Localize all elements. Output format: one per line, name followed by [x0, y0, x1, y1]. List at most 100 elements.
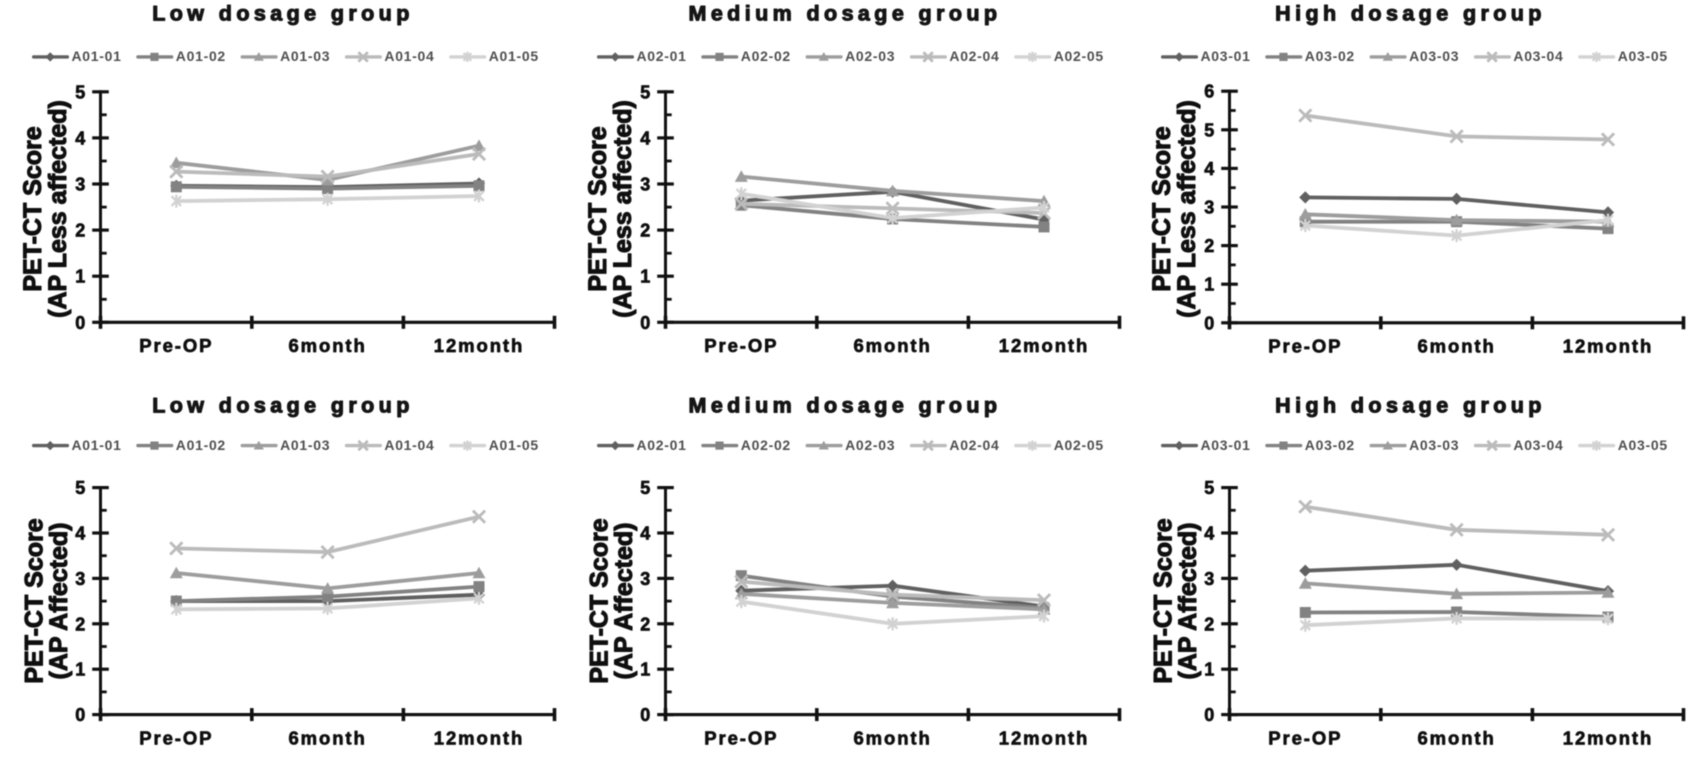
- svg-text:A01-04: A01-04: [384, 48, 434, 64]
- svg-text:A03-05: A03-05: [1618, 48, 1668, 64]
- svg-text:2: 2: [75, 221, 85, 241]
- svg-text:PET-CT Score: PET-CT Score: [21, 518, 49, 683]
- svg-text:A03-01: A03-01: [1201, 48, 1251, 64]
- svg-text:Pre-OP: Pre-OP: [139, 727, 213, 748]
- svg-text:Pre-OP: Pre-OP: [704, 335, 778, 356]
- svg-text:Medium dosage group: Medium dosage group: [689, 394, 1002, 418]
- svg-text:High dosage group: High dosage group: [1275, 2, 1546, 26]
- svg-text:PET-CT Score: PET-CT Score: [584, 126, 612, 291]
- svg-text:3: 3: [1204, 198, 1214, 218]
- svg-text:0: 0: [1204, 313, 1214, 333]
- svg-text:A01-05: A01-05: [489, 48, 539, 64]
- svg-text:A01-05: A01-05: [489, 437, 539, 453]
- svg-text:A03-05: A03-05: [1618, 437, 1668, 453]
- svg-text:2: 2: [1204, 614, 1214, 634]
- svg-text:6month: 6month: [853, 727, 931, 748]
- svg-text:0: 0: [1204, 705, 1214, 725]
- svg-text:A01-03: A01-03: [280, 48, 330, 64]
- svg-text:1: 1: [640, 660, 650, 680]
- svg-text:A01-02: A01-02: [176, 437, 226, 453]
- svg-text:A02-03: A02-03: [845, 48, 895, 64]
- svg-text:A03-02: A03-02: [1305, 437, 1355, 453]
- svg-text:12month: 12month: [1563, 336, 1653, 357]
- svg-text:3: 3: [640, 175, 650, 195]
- svg-text:0: 0: [75, 705, 85, 725]
- svg-text:4: 4: [640, 128, 650, 148]
- svg-text:5: 5: [640, 478, 650, 498]
- svg-text:12month: 12month: [1563, 727, 1653, 748]
- svg-text:PET-CT Score: PET-CT Score: [1148, 126, 1176, 291]
- svg-text:A02-05: A02-05: [1054, 48, 1104, 64]
- svg-text:6month: 6month: [288, 727, 366, 748]
- svg-text:12month: 12month: [434, 727, 524, 748]
- svg-text:3: 3: [75, 175, 85, 195]
- svg-text:1: 1: [75, 660, 85, 680]
- svg-text:2: 2: [75, 614, 85, 634]
- svg-text:6month: 6month: [1417, 727, 1495, 748]
- svg-text:Pre-OP: Pre-OP: [139, 335, 213, 356]
- svg-text:Low dosage group: Low dosage group: [152, 394, 414, 418]
- svg-text:1: 1: [1204, 660, 1214, 680]
- svg-text:5: 5: [75, 478, 85, 498]
- svg-text:0: 0: [75, 313, 85, 333]
- svg-text:A02-05: A02-05: [1054, 437, 1104, 453]
- svg-text:2: 2: [1204, 236, 1214, 256]
- svg-text:A01-01: A01-01: [72, 48, 122, 64]
- svg-text:12month: 12month: [999, 727, 1089, 748]
- svg-text:PET-CT Score: PET-CT Score: [586, 518, 614, 683]
- svg-text:5: 5: [1204, 478, 1214, 498]
- svg-text:6month: 6month: [288, 335, 366, 356]
- svg-text:(AP Affected): (AP Affected): [45, 523, 73, 680]
- svg-text:(AP Less affected): (AP Less affected): [609, 100, 637, 318]
- svg-text:A02-02: A02-02: [741, 437, 791, 453]
- svg-text:1: 1: [75, 267, 85, 287]
- svg-text:(AP Less affected): (AP Less affected): [44, 100, 72, 318]
- svg-text:A01-01: A01-01: [72, 437, 122, 453]
- svg-text:A02-04: A02-04: [949, 437, 999, 453]
- svg-text:6month: 6month: [1417, 336, 1495, 357]
- svg-text:1: 1: [640, 267, 650, 287]
- svg-text:(AP Affected): (AP Affected): [1174, 523, 1202, 680]
- svg-text:3: 3: [640, 569, 650, 589]
- svg-text:4: 4: [640, 524, 650, 544]
- svg-text:PET-CT Score: PET-CT Score: [19, 126, 47, 291]
- svg-text:(AP Affected): (AP Affected): [610, 523, 638, 680]
- svg-text:A03-04: A03-04: [1513, 48, 1563, 64]
- svg-text:6month: 6month: [853, 335, 931, 356]
- svg-text:A01-03: A01-03: [280, 437, 330, 453]
- svg-text:12month: 12month: [999, 335, 1089, 356]
- svg-text:0: 0: [640, 313, 650, 333]
- svg-text:A03-01: A03-01: [1201, 437, 1251, 453]
- svg-text:4: 4: [1204, 159, 1214, 179]
- svg-text:A03-02: A03-02: [1305, 48, 1355, 64]
- svg-text:A02-03: A02-03: [845, 437, 895, 453]
- svg-text:High dosage group: High dosage group: [1275, 394, 1546, 418]
- svg-text:5: 5: [75, 82, 85, 102]
- svg-text:A01-02: A01-02: [176, 48, 226, 64]
- svg-text:A01-04: A01-04: [384, 437, 434, 453]
- svg-text:A02-01: A02-01: [637, 437, 687, 453]
- svg-text:2: 2: [640, 614, 650, 634]
- svg-text:Pre-OP: Pre-OP: [1268, 727, 1342, 748]
- svg-text:12month: 12month: [434, 335, 524, 356]
- svg-text:Low dosage group: Low dosage group: [152, 2, 414, 26]
- svg-text:Pre-OP: Pre-OP: [1268, 336, 1342, 357]
- svg-text:5: 5: [1204, 120, 1214, 140]
- svg-text:3: 3: [1204, 569, 1214, 589]
- svg-text:(AP Less affected): (AP Less affected): [1173, 100, 1201, 318]
- svg-text:PET-CT Score: PET-CT Score: [1150, 518, 1178, 683]
- svg-text:A02-01: A02-01: [637, 48, 687, 64]
- svg-text:5: 5: [640, 82, 650, 102]
- svg-text:A03-03: A03-03: [1409, 48, 1459, 64]
- svg-text:2: 2: [640, 221, 650, 241]
- svg-text:3: 3: [75, 569, 85, 589]
- svg-text:A02-04: A02-04: [949, 48, 999, 64]
- svg-text:4: 4: [75, 524, 85, 544]
- svg-text:1: 1: [1204, 275, 1214, 295]
- svg-text:0: 0: [640, 705, 650, 725]
- svg-text:4: 4: [75, 128, 85, 148]
- svg-text:6: 6: [1204, 82, 1214, 102]
- svg-text:Pre-OP: Pre-OP: [704, 727, 778, 748]
- svg-text:A03-03: A03-03: [1409, 437, 1459, 453]
- svg-text:A02-02: A02-02: [741, 48, 791, 64]
